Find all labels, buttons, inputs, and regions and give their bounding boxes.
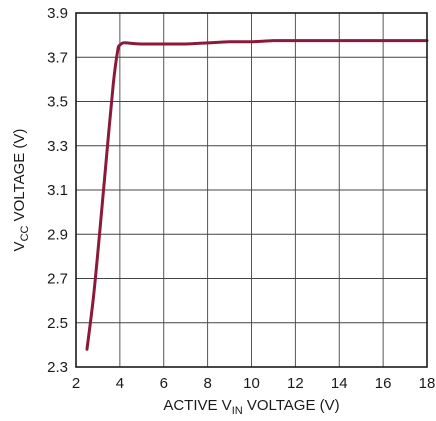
- x-tick-label: 6: [160, 375, 168, 392]
- x-tick-label: 18: [419, 375, 436, 392]
- y-axis-title-suffix: VOLTAGE (V): [11, 129, 28, 226]
- y-axis-title-prefix: V: [11, 241, 28, 251]
- x-tick-label: 10: [243, 375, 260, 392]
- plot-frame: [75, 12, 428, 368]
- y-tick-label: 2.9: [47, 226, 68, 243]
- y-tick-labels: 2.3 2.5 2.7 2.9 3.1 3.3 3.5 3.7 3.9: [47, 5, 68, 376]
- y-tick-label: 3.1: [47, 182, 68, 199]
- x-tick-label: 12: [287, 375, 304, 392]
- x-axis-title: ACTIVE VIN VOLTAGE (V): [163, 397, 339, 417]
- y-tick-label: 2.5: [47, 315, 68, 332]
- x-axis-title-subscript: IN: [232, 405, 243, 417]
- y-tick-label: 3.7: [47, 49, 68, 66]
- x-tick-label: 14: [331, 375, 348, 392]
- y-axis-title-subscript: CC: [19, 225, 31, 241]
- y-tick-label: 3.5: [47, 94, 68, 111]
- x-tick-label: 16: [375, 375, 392, 392]
- x-tick-label: 2: [72, 375, 80, 392]
- x-tick-label: 4: [116, 375, 124, 392]
- series-line: [85, 39, 429, 351]
- x-tick-labels: 2 4 6 8 10 12 14 16 18: [72, 375, 436, 392]
- x-axis-title-suffix: VOLTAGE (V): [243, 397, 340, 414]
- grid-lines: [76, 13, 427, 367]
- y-tick-label: 2.7: [47, 271, 68, 288]
- y-tick-label: 3.3: [47, 138, 68, 155]
- x-axis-title-prefix: ACTIVE V: [163, 397, 231, 414]
- series-layer: [85, 39, 429, 351]
- y-tick-label: 3.9: [47, 5, 68, 22]
- y-tick-label: 2.3: [47, 359, 68, 376]
- x-tick-label: 8: [203, 375, 211, 392]
- y-axis-title: VCC VOLTAGE (V): [11, 129, 31, 252]
